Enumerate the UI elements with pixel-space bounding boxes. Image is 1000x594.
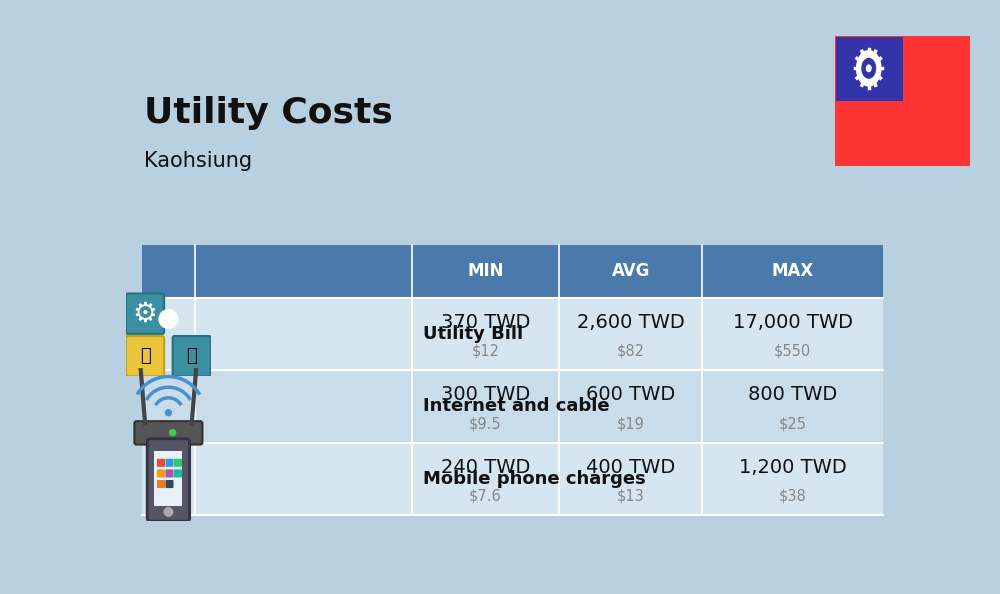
FancyBboxPatch shape (165, 459, 174, 467)
Text: $13: $13 (617, 489, 645, 504)
Circle shape (866, 65, 871, 72)
FancyBboxPatch shape (174, 459, 182, 467)
Text: $25: $25 (779, 416, 807, 431)
Circle shape (164, 508, 173, 516)
Text: 400 TWD: 400 TWD (586, 458, 675, 477)
FancyBboxPatch shape (134, 421, 202, 444)
Text: 1,200 TWD: 1,200 TWD (739, 458, 847, 477)
Text: $82: $82 (617, 344, 645, 359)
Text: $550: $550 (774, 344, 811, 359)
Text: Mobile phone charges: Mobile phone charges (423, 470, 646, 488)
Text: $9.5: $9.5 (469, 416, 502, 431)
FancyBboxPatch shape (147, 439, 190, 521)
Text: 17,000 TWD: 17,000 TWD (733, 313, 853, 332)
Circle shape (159, 309, 178, 328)
Bar (142, 443, 883, 515)
Text: 800 TWD: 800 TWD (748, 386, 837, 405)
Bar (836, 37, 902, 101)
Circle shape (857, 50, 881, 86)
FancyBboxPatch shape (165, 480, 174, 488)
Text: Internet and cable: Internet and cable (423, 397, 610, 415)
Text: 🔌: 🔌 (140, 347, 150, 365)
Text: AVG: AVG (612, 263, 650, 280)
FancyBboxPatch shape (154, 451, 182, 506)
Bar (142, 370, 883, 443)
FancyBboxPatch shape (126, 293, 164, 334)
FancyBboxPatch shape (157, 480, 165, 488)
Bar (142, 298, 883, 370)
Text: MAX: MAX (772, 263, 814, 280)
Text: $7.6: $7.6 (469, 489, 502, 504)
Text: Kaohsiung: Kaohsiung (144, 151, 252, 171)
FancyBboxPatch shape (165, 469, 174, 478)
Text: Utility Bill: Utility Bill (423, 325, 524, 343)
FancyBboxPatch shape (833, 33, 972, 169)
FancyBboxPatch shape (174, 469, 182, 478)
Text: 💧: 💧 (186, 347, 197, 365)
FancyBboxPatch shape (157, 459, 165, 467)
FancyBboxPatch shape (126, 336, 164, 377)
Circle shape (165, 410, 171, 416)
Text: $38: $38 (779, 489, 807, 504)
Text: Utility Costs: Utility Costs (144, 96, 393, 131)
Text: 240 TWD: 240 TWD (441, 458, 530, 477)
Text: 300 TWD: 300 TWD (441, 386, 530, 405)
Bar (142, 245, 883, 298)
Text: $19: $19 (617, 416, 645, 431)
FancyBboxPatch shape (157, 469, 165, 478)
Text: 2,600 TWD: 2,600 TWD (577, 313, 685, 332)
Circle shape (862, 58, 876, 78)
Circle shape (170, 429, 176, 435)
Text: $12: $12 (471, 344, 499, 359)
Text: ⚙: ⚙ (133, 299, 157, 327)
Text: MIN: MIN (467, 263, 504, 280)
FancyBboxPatch shape (173, 336, 211, 377)
Text: 370 TWD: 370 TWD (441, 313, 530, 332)
Text: 600 TWD: 600 TWD (586, 386, 675, 405)
